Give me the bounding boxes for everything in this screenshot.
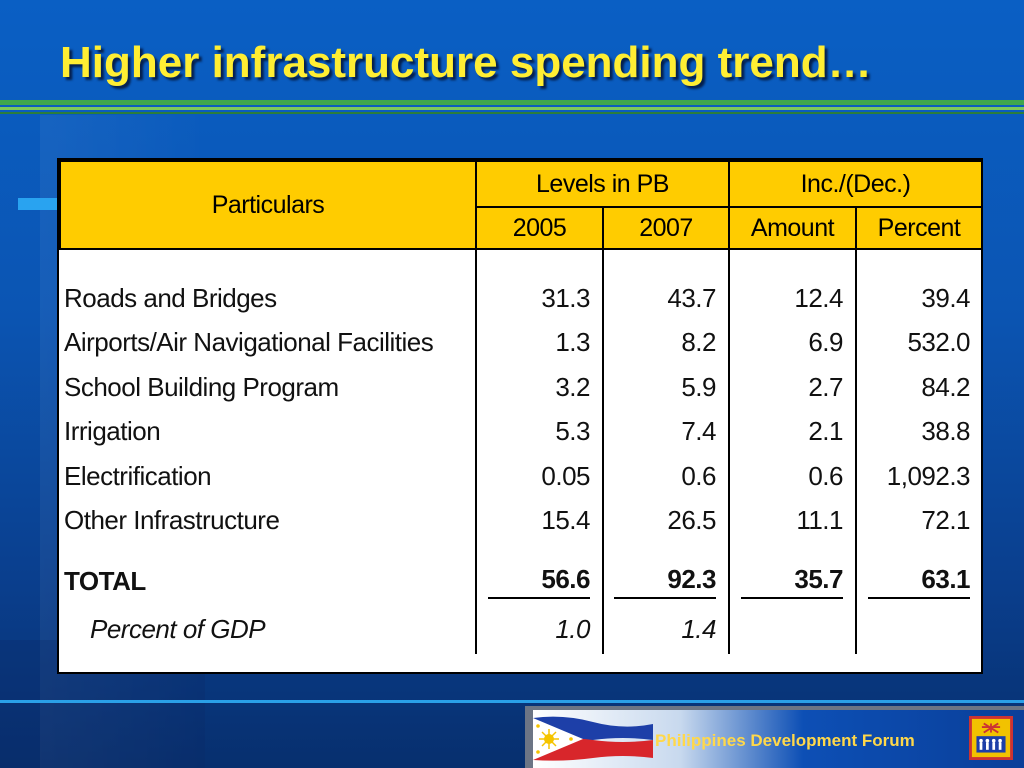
table-row: Airports/Air Navigational Facilities 1.3… — [60, 320, 983, 365]
slide-title: Higher infrastructure spending trend… — [60, 38, 872, 87]
philippine-flag-icon — [533, 716, 653, 761]
gdp-2005: 1.0 — [475, 604, 604, 654]
cell-percent: 39.4 — [854, 276, 983, 321]
footer-banner — [533, 710, 1024, 768]
cell-amount: 2.7 — [728, 365, 857, 410]
cell-2007: 43.7 — [602, 276, 730, 321]
row-label: Other Infrastructure — [60, 498, 477, 543]
spending-table: Particulars Levels in PB Inc./(Dec.) 200… — [59, 160, 984, 654]
cell-2005: 5.3 — [475, 409, 604, 454]
header-2007: 2007 — [602, 206, 730, 250]
row-label: Roads and Bridges — [60, 276, 477, 321]
cell-percent: 72.1 — [854, 498, 983, 543]
row-label: Airports/Air Navigational Facilities — [60, 320, 477, 365]
header-2005: 2005 — [475, 206, 604, 250]
cell-2005: 31.3 — [475, 276, 604, 321]
cell-amount: 2.1 — [728, 409, 857, 454]
cell-2007: 7.4 — [602, 409, 730, 454]
cell-2005: 1.3 — [475, 320, 604, 365]
total-2007: 92.3 — [614, 564, 717, 599]
cell-amount: 6.9 — [728, 320, 857, 365]
cell-amount: 11.1 — [728, 498, 857, 543]
table-row: Roads and Bridges 31.3 43.7 12.4 39.4 — [60, 276, 983, 321]
footer-title: Philippines Development Forum — [655, 731, 915, 750]
table-row: School Building Program 3.2 5.9 2.7 84.2 — [60, 365, 983, 410]
row-label: Electrification — [60, 454, 477, 499]
gdp-label: Percent of GDP — [60, 604, 477, 654]
table-row: Irrigation 5.3 7.4 2.1 38.8 — [60, 409, 983, 454]
title-rule — [0, 100, 1024, 105]
total-amount: 35.7 — [741, 564, 844, 599]
gdp-row: Percent of GDP 1.0 1.4 — [60, 604, 983, 654]
cell-percent: 1,092.3 — [854, 454, 983, 499]
table-spacer — [60, 543, 983, 558]
header-particulars: Particulars — [59, 160, 477, 250]
cell-2007: 8.2 — [602, 320, 730, 365]
cell-2007: 0.6 — [602, 454, 730, 499]
cell-2007: 5.9 — [602, 365, 730, 410]
total-percent: 63.1 — [868, 564, 971, 599]
gdp-percent — [854, 604, 983, 654]
cell-2005: 15.4 — [475, 498, 604, 543]
cell-2005: 3.2 — [475, 365, 604, 410]
title-rule-light — [0, 107, 1024, 110]
header-levels-group: Levels in PB — [475, 160, 730, 208]
total-row: TOTAL 56.6 92.3 35.7 63.1 — [60, 558, 983, 604]
table-spacer — [60, 249, 983, 276]
cell-percent: 532.0 — [854, 320, 983, 365]
title-rule-dark — [0, 112, 1024, 114]
header-percent: Percent — [854, 206, 984, 250]
gdp-2007: 1.4 — [602, 604, 730, 654]
accent-bar — [18, 198, 58, 210]
header-amount: Amount — [728, 206, 857, 250]
cell-amount: 0.6 — [728, 454, 857, 499]
pdf-logo-icon — [969, 716, 1013, 760]
cell-2007: 26.5 — [602, 498, 730, 543]
cell-2005: 0.05 — [475, 454, 604, 499]
footer-rule — [0, 700, 1024, 703]
cell-percent: 38.8 — [854, 409, 983, 454]
row-label: Irrigation — [60, 409, 477, 454]
spending-table-container: Particulars Levels in PB Inc./(Dec.) 200… — [57, 158, 984, 674]
row-label: School Building Program — [60, 365, 477, 410]
total-2005: 56.6 — [488, 564, 591, 599]
total-label: TOTAL — [60, 558, 477, 604]
table-row: Electrification 0.05 0.6 0.6 1,092.3 — [60, 454, 983, 499]
gdp-amount — [728, 604, 857, 654]
header-inc-dec-group: Inc./(Dec.) — [727, 160, 984, 208]
cell-amount: 12.4 — [728, 276, 857, 321]
cell-percent: 84.2 — [854, 365, 983, 410]
table-row: Other Infrastructure 15.4 26.5 11.1 72.1 — [60, 498, 983, 543]
